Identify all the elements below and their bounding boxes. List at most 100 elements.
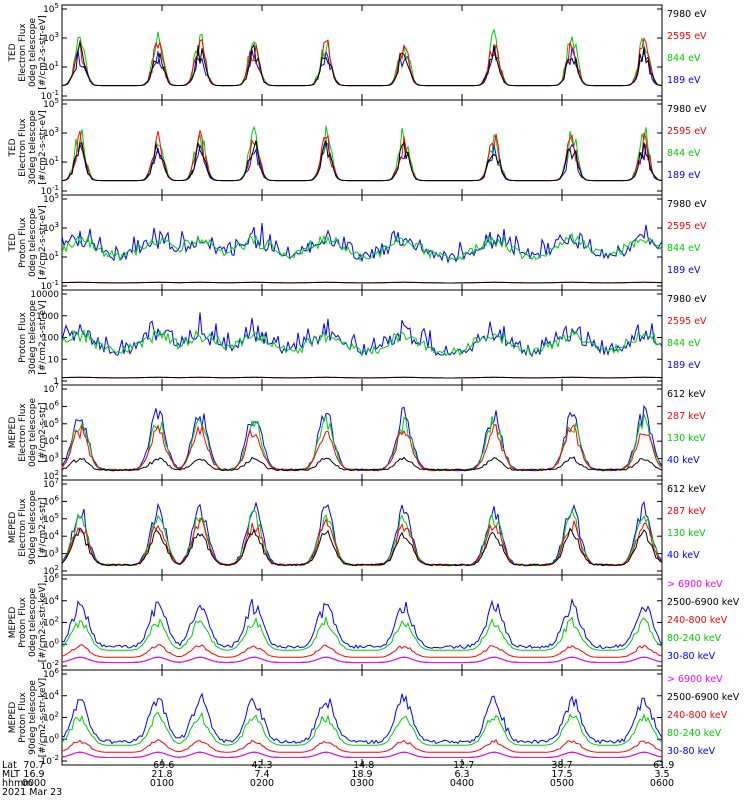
series-line-287-kev	[61, 423, 663, 472]
y-axis-label: [#/cm2-s-str-keV]	[38, 583, 48, 662]
y-axis-label: Proton Flux	[18, 217, 28, 268]
y-axis-label: 0deg telescope	[28, 208, 38, 278]
legend-entry: 189 eV	[667, 170, 701, 181]
tick-base: 10	[43, 385, 55, 395]
legend-entry: 40 keV	[667, 550, 700, 561]
legend-entry: 30-80 keV	[667, 746, 716, 757]
x-tick-hhmm: 0600	[650, 778, 674, 789]
x-tick-hhmm: 0000	[22, 778, 46, 789]
legend-entry: 189 eV	[667, 265, 701, 276]
legend-entry: 7980 eV	[667, 294, 707, 305]
panel-frame	[61, 289, 663, 386]
y-tick-label: 100	[43, 637, 59, 650]
series-line-80-240-kev	[61, 711, 663, 746]
tick-base: 10	[41, 92, 53, 102]
y-axis-label: 30deg telescope	[28, 300, 38, 375]
y-tick-label: 107	[43, 382, 59, 395]
x-tick-hhmm: 0200	[250, 778, 274, 789]
tick-exponent: 4	[55, 529, 60, 537]
tick-base: 10	[43, 63, 55, 73]
series-line-7980-ev	[61, 41, 663, 87]
tick-base: 10	[41, 187, 53, 197]
series-line-7980-ev	[62, 376, 662, 379]
x-tick-hhmm: 0100	[150, 778, 174, 789]
legend-entry: 612 keV	[667, 389, 706, 400]
panel-4: 1 10 100 1000 10000 Proton Flux 30deg telescop…	[18, 289, 707, 387]
x-row-label: 2021 Mar 23	[2, 787, 62, 798]
tick-exponent: 1	[55, 250, 59, 258]
tick-exponent: 5	[55, 2, 59, 10]
legend-entry: 40 keV	[667, 455, 700, 466]
tick-exponent: 4	[55, 594, 60, 602]
tick-base: 10	[43, 735, 55, 745]
y-tick-label: 100	[42, 334, 59, 344]
tick-base: 10	[43, 640, 55, 650]
y-tick-label: 104	[43, 689, 59, 702]
tick-base: 10	[43, 714, 55, 724]
tick-base: 10	[43, 515, 55, 525]
legend-entry: > 6900 keV	[667, 674, 723, 685]
tick-exponent: 3	[55, 31, 59, 39]
y-tick-label: 101	[43, 60, 59, 73]
y-axis-label: [#/cm2-s-str-eV]	[38, 110, 48, 185]
y-tick-label: 105	[43, 192, 59, 205]
tick-exponent: 4	[55, 434, 60, 442]
y-tick-label: 104	[43, 434, 59, 447]
tick-exponent: 0	[55, 732, 59, 740]
legend-entry: 844 eV	[667, 243, 701, 254]
y-tick-label: 10-2	[41, 659, 59, 672]
tick-base: 10	[43, 692, 55, 702]
tick-base: 10	[43, 597, 55, 607]
tick-base: 10	[41, 662, 53, 672]
legend-entry: 189 eV	[667, 75, 701, 86]
y-tick-label: 105	[43, 417, 59, 430]
tick-exponent: -2	[52, 754, 59, 762]
tick-base: 10000	[30, 290, 59, 300]
tick-exponent: 3	[55, 221, 59, 229]
tick-base: 10	[43, 420, 55, 430]
series-line-7980-ev	[62, 281, 662, 284]
x-tick-mlt: 17.5	[551, 769, 572, 780]
tick-exponent: 6	[55, 667, 60, 675]
y-tick-label: 104	[43, 594, 59, 607]
tick-exponent: 1	[55, 155, 59, 163]
tick-base: 10	[43, 5, 55, 15]
y-axis-label: 30deg telescope	[28, 110, 38, 185]
tick-base: 10	[43, 100, 55, 110]
series-line-2595-ev	[61, 130, 663, 182]
tick-exponent: 1	[55, 60, 59, 68]
tick-base: 10	[43, 497, 55, 507]
tick-base: 10	[43, 670, 55, 680]
y-axis-label: Proton Flux	[18, 692, 28, 743]
legend-entry: 844 eV	[667, 148, 701, 159]
legend-entry: 844 eV	[667, 53, 701, 64]
series-line-130-kev	[61, 507, 663, 567]
tick-base: 10	[43, 402, 55, 412]
panel-frame	[61, 574, 663, 671]
y-axis-label: TED	[8, 138, 18, 157]
tick-exponent: 6	[55, 494, 60, 502]
legend-entry: 30-80 keV	[667, 651, 716, 662]
y-tick-label: 10	[48, 355, 60, 365]
legend-entry: 80-240 keV	[667, 728, 722, 739]
legend-entry: 2595 eV	[667, 31, 707, 42]
legend-entry: 7980 eV	[667, 199, 707, 210]
legend-entry: 130 keV	[667, 433, 706, 444]
legend-entry: 80-240 keV	[667, 633, 722, 644]
tick-base: 1	[53, 377, 59, 387]
y-tick-label: 101	[43, 155, 59, 168]
y-tick-label: 106	[43, 572, 59, 585]
tick-base: 10	[41, 757, 53, 767]
tick-base: 10	[43, 437, 55, 447]
y-axis-label: 0deg telescope	[28, 398, 38, 468]
tick-base: 10	[43, 550, 55, 560]
y-tick-label: 10-1	[41, 184, 59, 197]
x-tick-mlt: 16.9	[23, 769, 44, 780]
legend-entry: > 6900 keV	[667, 579, 723, 590]
y-tick-label: 10-1	[41, 279, 59, 292]
legend-entry: 189 eV	[667, 360, 701, 371]
legend-entry: 287 keV	[667, 506, 706, 517]
y-axis-label: Electron Flux	[18, 403, 28, 462]
x-tick-mlt: 6.3	[454, 769, 469, 780]
